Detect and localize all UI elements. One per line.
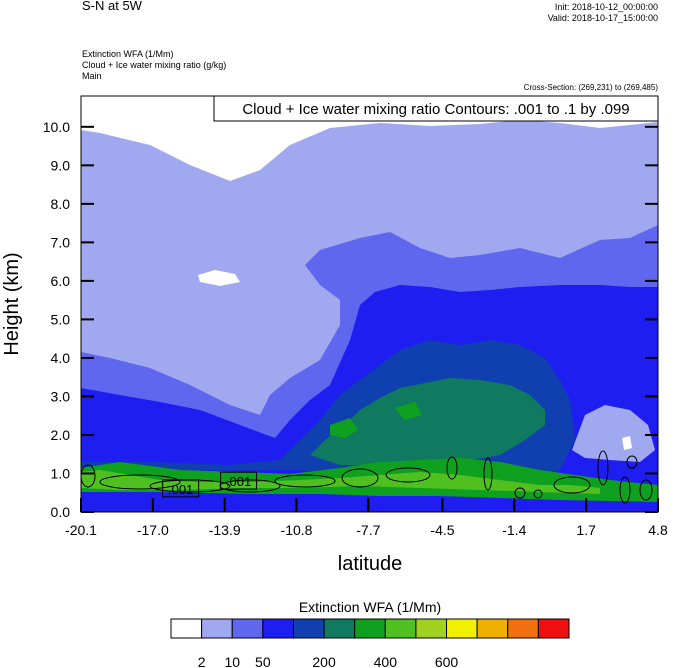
contour-loop <box>514 487 526 499</box>
colorbar-label: 50 <box>255 654 271 668</box>
x-tick-label: -17.0 <box>137 522 169 538</box>
contour-loop <box>639 479 653 501</box>
colorbar-swatch <box>415 618 448 639</box>
colorbar-swatch <box>170 618 203 639</box>
contour-info-box <box>213 95 659 122</box>
band-white-east <box>622 436 632 450</box>
contour-lines <box>81 450 653 504</box>
x-tick-label: -20.1 <box>65 522 97 538</box>
init-time: Init: 2018-10-12_00:00:00 <box>554 2 658 12</box>
y-axis-label: Height (km) <box>1 252 23 355</box>
colorbar-swatch <box>354 618 386 639</box>
colorbar-swatch <box>201 618 233 639</box>
contour-label-box <box>162 479 200 498</box>
contour-label: .001 <box>226 474 251 489</box>
colorbar-swatch <box>476 618 509 639</box>
y-tick-label: 2.0 <box>51 427 71 443</box>
band-green-patch <box>330 418 358 438</box>
contour-loop <box>99 474 181 490</box>
y-tick-label: 4.0 <box>51 350 71 366</box>
cross-section-label: Cross-Section: (269,231) to (269,485) <box>523 83 658 92</box>
colorbar-label: 200 <box>312 654 336 668</box>
contour-loop <box>619 476 631 504</box>
contour-loop <box>219 479 281 493</box>
band-white-pocket <box>198 270 240 286</box>
contour-info: Cloud + Ice water mixing ratio Contours:… <box>213 95 659 122</box>
time-info: Init: 2018-10-12_00:00:00 Valid: 2018-10… <box>548 2 658 24</box>
contour-labels: .001 .001 <box>162 471 258 498</box>
contour-label-box <box>220 471 258 490</box>
valid-time: Valid: 2018-10-17_15:00:00 <box>547 13 658 23</box>
x-tick-label: -1.4 <box>502 522 526 538</box>
contour-loop <box>274 474 336 488</box>
y-tick-label: 10.0 <box>43 119 70 135</box>
contour-loop <box>597 450 609 486</box>
y-tick-label: 5.0 <box>51 311 71 327</box>
y-tick-label: 0.0 <box>51 504 71 520</box>
plot-title: S-N at 5W <box>82 0 142 13</box>
colorbar-swatch <box>231 618 264 639</box>
colorbar-swatch <box>446 618 478 639</box>
colorbar-label: 400 <box>374 654 398 668</box>
colorbar-title: Extinction WFA (1/Mm) <box>299 599 441 615</box>
x-tick-label: 1.7 <box>576 522 596 538</box>
band-yellowgreen-low <box>81 470 600 494</box>
colorbar: 2 10 50 200 400 600 <box>170 618 570 668</box>
contour-loop <box>81 464 96 488</box>
y-tick-label: 9.0 <box>51 157 71 173</box>
x-tick-label: -4.5 <box>430 522 454 538</box>
contour-loop <box>626 455 638 469</box>
contour-loop <box>483 457 493 491</box>
band-teal <box>310 378 545 465</box>
colorbar-label: 600 <box>435 654 459 668</box>
field-info: Extinction WFA (1/Mm) Cloud + Ice water … <box>82 49 226 82</box>
x-tick-label: 4.8 <box>648 522 668 538</box>
contour-label: .001 <box>168 482 193 497</box>
y-tick-label: 8.0 <box>51 196 71 212</box>
contour-loop <box>446 456 458 480</box>
y-tick-label: 1.0 <box>51 465 71 481</box>
x-axis: -20.1 -17.0 -13.9 -10.8 -7.7 -4.5 -1.4 1.7 4.8 <box>65 498 668 538</box>
x-tick-label: -13.9 <box>209 522 241 538</box>
colorbar-swatch <box>507 618 539 639</box>
field-mixing-ratio: Cloud + Ice water mixing ratio (g/kg) <box>82 60 227 70</box>
x-axis-label: latitude <box>338 553 403 575</box>
contour-loop <box>385 467 431 483</box>
band-green-patch-2 <box>395 402 422 420</box>
colorbar-swatch <box>262 618 294 639</box>
colorbar-label: 10 <box>224 654 240 668</box>
contour-info-text: Cloud + Ice water mixing ratio Contours:… <box>242 101 629 118</box>
y-tick-label: 6.0 <box>51 273 71 289</box>
x-tick-label: -7.7 <box>356 522 380 538</box>
y-tick-label: 3.0 <box>51 388 71 404</box>
colorbar-swatch <box>537 618 570 639</box>
plot-frame <box>80 95 659 513</box>
x-tick-label: -10.8 <box>281 522 313 538</box>
field-extinction: Extinction WFA (1/Mm) <box>82 49 174 59</box>
field-main: Main <box>82 71 102 81</box>
colorbar-swatch <box>323 618 356 639</box>
contour-loop <box>533 489 543 499</box>
y-tick-label: 7.0 <box>51 234 71 250</box>
colorbar-swatch <box>384 618 417 639</box>
heatmap-field <box>81 96 658 512</box>
colorbar-label: 2 <box>198 654 206 668</box>
contour-loop <box>553 476 591 494</box>
band-lightblue-east <box>572 405 655 462</box>
y-axis: 0.0 1.0 2.0 3.0 4.0 5.0 6.0 7.0 8.0 9.0 10.0 <box>43 119 658 520</box>
contour-loop <box>341 468 379 488</box>
colorbar-swatch <box>292 618 325 639</box>
